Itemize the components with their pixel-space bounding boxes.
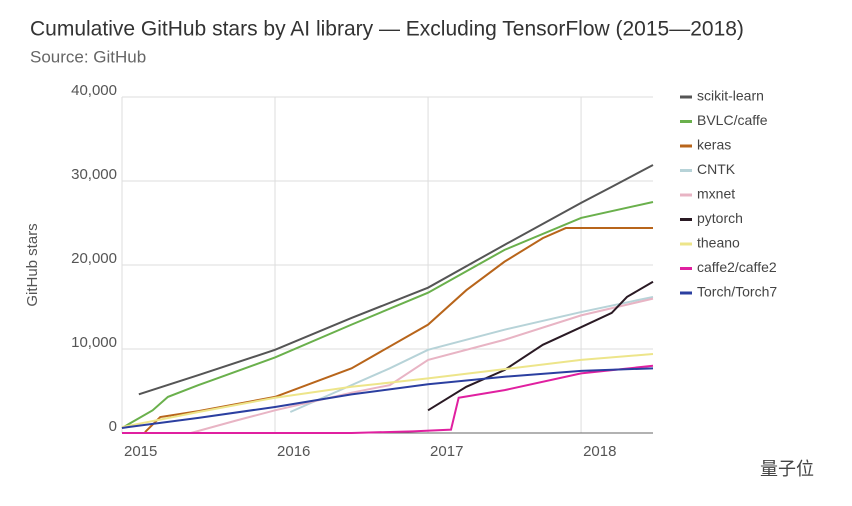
- legend-label: BVLC/caffe: [697, 112, 768, 128]
- chart-subtitle: Source: GitHub: [30, 47, 146, 66]
- series-line: [121, 367, 654, 429]
- legend-label: Torch/Torch7: [697, 284, 777, 300]
- series-line: [121, 201, 654, 429]
- x-tick-label: 2015: [124, 443, 157, 460]
- x-tick-label: 2017: [430, 443, 463, 460]
- series-line: [427, 280, 654, 412]
- series-line: [138, 164, 654, 396]
- legend-label: caffe2/caffe2: [697, 259, 777, 275]
- y-axis-label: GitHub stars: [24, 223, 41, 306]
- y-tick-label: 30,000: [71, 166, 117, 183]
- chart-title: Cumulative GitHub stars by AI library — …: [30, 18, 744, 41]
- legend-label: scikit-learn: [697, 88, 764, 104]
- y-tick-label: 0: [109, 418, 117, 435]
- watermark: 量子位: [760, 459, 814, 479]
- series-line: [121, 353, 654, 429]
- y-tick-label: 40,000: [71, 82, 117, 99]
- y-tick-label: 20,000: [71, 250, 117, 267]
- series-line: [122, 364, 654, 434]
- legend-label: mxnet: [697, 186, 735, 202]
- x-tick-label: 2016: [277, 443, 310, 460]
- legend-label: theano: [697, 235, 740, 251]
- series-line: [289, 295, 654, 413]
- series-line: [190, 297, 654, 434]
- series-line: [144, 227, 653, 433]
- legend-label: CNTK: [697, 161, 736, 177]
- y-tick-label: 10,000: [71, 334, 117, 351]
- x-tick-label: 2018: [583, 443, 616, 460]
- legend-label: keras: [697, 137, 731, 153]
- legend-label: pytorch: [697, 210, 743, 226]
